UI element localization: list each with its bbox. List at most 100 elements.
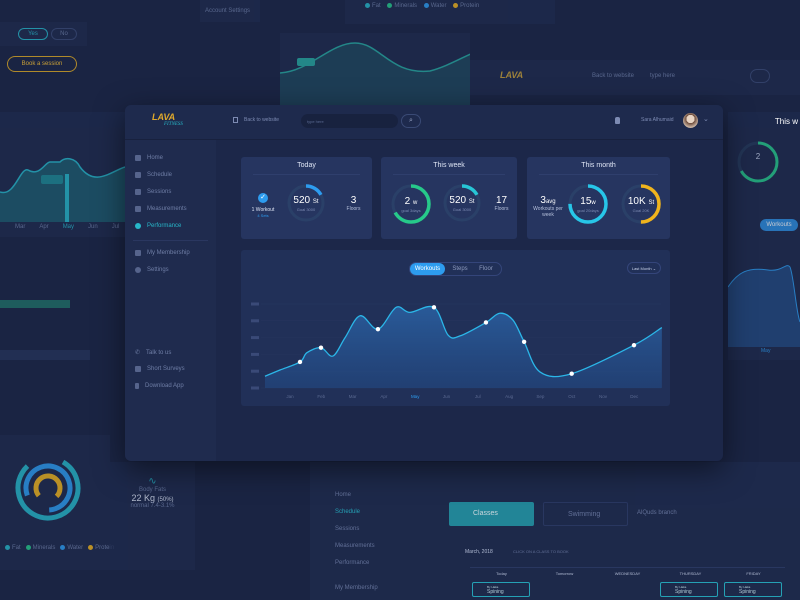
nav-home[interactable]: Home [335,492,352,498]
month-label: Jun [88,224,98,230]
steps-value: 520 [449,194,467,206]
body-fats-value: 22 Kg [131,493,155,503]
nav-measurements[interactable]: Measurements [335,543,375,549]
ring-progress [443,184,481,222]
range-select[interactable]: Last Month ⌄ [627,262,661,274]
mini-area-chart-svg [279,42,511,105]
logo: LAVA FITNESS [152,112,183,128]
steps-value: 520 [293,194,311,206]
sidebar-item-sessions[interactable]: Sessions [135,189,171,195]
x-tick-label: Apr [380,394,388,399]
faded-search-button[interactable] [750,69,770,83]
ring-progress [287,184,325,222]
legend-minerals: Minerals [394,3,418,10]
search-input[interactable]: type here [301,114,398,128]
sidebar-item-performance[interactable]: Performance [135,223,181,229]
class-slot[interactable]: By Haka Spining [724,582,782,597]
workouts-ring: 2 w goal 3days [390,183,432,225]
legend-water: Water [67,545,84,552]
back-to-website-link[interactable]: Back to website [233,117,279,123]
phone-device-icon [135,383,139,389]
sidebar-item-download[interactable]: Download App [135,383,184,389]
steps-goal: Goal 3000 [452,206,472,212]
steps-ring: 520 St Goal 3000 [442,183,482,223]
nav-performance[interactable]: Performance [335,560,370,566]
faded-logo: LAVA [500,70,524,80]
y-tick-label [251,369,259,373]
schedule-window: Home Schedule Sessions Measurements Perf… [310,462,800,600]
faded-back-link[interactable]: Back to website [592,73,635,79]
nav-schedule[interactable]: Schedule [335,509,361,515]
x-tick-label: Jul [475,394,481,399]
tab-floor[interactable]: Floor [479,266,493,272]
class-slot[interactable]: By Haka Spining [472,582,530,597]
sidebar-item-settings[interactable]: Settings [135,267,169,273]
workouts-value: 2 [404,195,411,207]
sidebar-item-measurements[interactable]: Measurements [135,206,187,212]
avg-value: 3 [540,195,546,206]
month-label: Apr [39,224,49,230]
sidebar-item-talk[interactable]: ✆ Talk to us [135,349,172,357]
body-composition-panel: Fat Minerals Water Protein [0,435,114,570]
tab-workouts[interactable]: Workouts [410,263,445,275]
classes-button[interactable]: Classes [449,502,534,526]
book-hint: CLICK ON A CLASS TO BOOK [513,549,569,554]
swimming-button[interactable]: Swimming [543,502,628,526]
sidebar-item-home[interactable]: Home [135,155,163,161]
check-icon: ✓ [258,193,268,203]
body-fats-panel: ∿ Body Fats 22 Kg (50%) normal 7.4-3.1% [110,462,195,570]
yes-button[interactable]: Yes [18,28,48,40]
search-button[interactable]: ⌕ [401,114,421,128]
right-dashboard-fragment: 2 Workouts May [728,112,800,360]
account-settings-link[interactable]: Account Settings [205,8,251,14]
gear-icon [135,267,141,273]
tab-steps[interactable]: Steps [452,266,468,272]
data-point[interactable] [569,371,574,376]
body-fats-normal: normal 7.4-3.1% [130,503,175,509]
month-card: This month 3avg Workouts per week 15w goal… [527,157,670,239]
legend-protein: Protein [95,545,115,552]
ring-progress [621,184,661,224]
data-point[interactable] [318,345,324,350]
sidebar-item-membership[interactable]: My Membership [135,250,190,256]
y-tick-label [251,302,259,306]
grid-icon [135,189,141,195]
avatar[interactable] [683,113,698,128]
bell-icon[interactable] [615,117,620,124]
sidebar-item-schedule[interactable]: Schedule [135,172,172,178]
data-point[interactable] [521,339,527,344]
data-point[interactable] [431,305,437,310]
class-slot[interactable]: By Haka Spining [660,582,718,597]
y-tick-label [251,352,259,356]
day-friday: FRIDAY [746,571,761,576]
data-point[interactable] [297,359,303,365]
sidebar: Home Schedule Sessions Measurements Perf… [125,140,216,461]
ring-progress [568,184,608,224]
faded-search[interactable]: type here [650,73,676,79]
input-bar[interactable] [0,350,90,360]
legend-panel: Fat Minerals Water Protein [345,0,555,24]
data-point[interactable] [375,327,381,332]
user-name[interactable]: Sara Alhumaid [641,117,674,123]
area-chart: Jan Feb Mar Apr May Jun Jul Aug Sep Oct Nov Dec [251,302,663,399]
sidebar-item-surveys[interactable]: Short Surveys [135,366,185,372]
faded-header: LAVA Back to website type here [470,60,800,95]
series-line [264,305,663,378]
book-session-button[interactable]: Book a session [7,56,77,72]
y-tick-label [251,386,259,390]
progress-bar[interactable] [0,300,70,308]
x-tick-label: Mar [349,394,357,399]
home-icon [135,155,141,161]
no-button[interactable]: No [51,28,77,40]
steps-value: 10K [627,195,646,207]
nav-sessions[interactable]: Sessions [335,526,360,532]
workouts-ring: 15w goal 20days [567,183,609,225]
right-workouts-tab[interactable]: Workouts [760,219,798,231]
chevron-down-icon[interactable]: ⌄ [703,116,709,123]
composition-rings [15,455,81,521]
floors-label: Floors [494,206,509,212]
month-label: Mar [15,224,26,230]
data-point[interactable] [631,342,637,348]
data-point[interactable] [483,320,489,325]
nav-membership[interactable]: My Membership [335,585,378,591]
